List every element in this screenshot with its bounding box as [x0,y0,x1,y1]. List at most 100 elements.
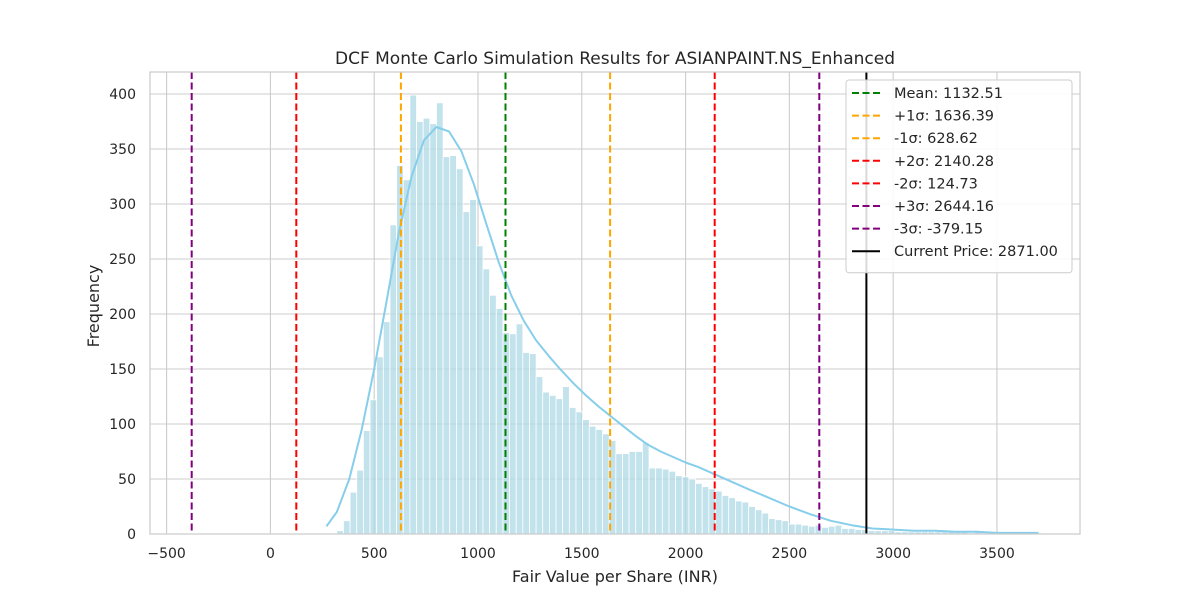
histogram-bar [675,475,683,535]
histogram-bar [834,524,843,535]
histogram-bar [715,490,723,535]
histogram-bar [728,497,736,535]
histogram-bar [529,353,537,535]
histogram-bar [509,333,517,535]
histogram-bar [628,451,637,535]
legend-box [845,79,1073,274]
histogram-bar [449,155,457,535]
x-tick-label: 0 [266,546,275,562]
x-tick-label: 3500 [979,546,1015,562]
histogram-bar [489,294,497,535]
legend-label: Current Price: 2871.00 [894,244,1058,260]
histogram-bar [781,520,789,535]
histogram-bar [515,323,524,535]
legend-label: +1σ: 1636.39 [894,109,994,125]
histogram-bar [655,467,663,535]
histogram-bar [402,179,411,535]
histogram-bar [495,308,504,535]
histogram-bar [475,245,484,535]
x-tick-label: 1000 [460,546,496,562]
y-tick-label: 300 [109,197,136,213]
histogram-bar [761,512,770,535]
legend: Mean: 1132.51 +1σ: 1636.39 -1σ: 628.62 +2σ:… [845,79,1073,274]
histogram-bar [748,506,756,535]
histogram-bar [847,528,856,535]
histogram-bar [821,527,829,535]
histogram-bar [409,94,417,535]
histogram-bar [801,524,809,535]
histogram-bar [436,102,444,535]
histogram-bar [416,121,424,535]
histogram-bar [369,399,378,535]
kde-curve [325,126,1039,534]
histogram-bar [794,523,803,535]
y-tick-label: 100 [109,417,136,433]
reference-lines [190,72,868,534]
tick-labels: −500 0 500 1000 1500 2000 2500 3000 3500 0 50 100 15… [109,87,1015,562]
histogram-bar [535,376,544,535]
histogram-bar [841,528,849,535]
x-tick-label: 3000 [875,546,911,562]
histogram-bar [768,518,776,535]
histogram-bar [456,168,464,535]
legend-label: Mean: 1132.51 [894,86,1003,102]
y-tick-label: 400 [109,87,136,103]
histogram-bar [681,476,690,535]
axes-frame [149,71,1081,535]
y-axis-label: Frequency [84,265,103,348]
histogram-bar [622,453,630,535]
histogram-bar [568,407,577,535]
histogram-bar [668,470,677,535]
legend-label: +2σ: 2140.28 [894,154,994,170]
histogram-bar [595,429,603,535]
x-tick-label: 500 [361,546,388,562]
histogram-bar [356,469,364,535]
y-tick-label: 50 [118,472,136,488]
y-tick-label: 0 [127,527,136,543]
histogram-bar [635,451,643,535]
histogram-bar [442,156,451,535]
x-tick-label: 2500 [772,546,808,562]
histogram-bar [363,430,371,535]
histogram-bar [661,468,670,535]
histogram-bar [828,525,836,535]
histogram-bar [695,482,703,535]
y-tick-label: 250 [109,252,136,268]
histogram-bar [788,523,796,535]
histogram-bar [575,411,584,535]
histogram-bar [648,467,657,535]
legend-label: +3σ: 2644.16 [894,199,994,215]
histogram-bar [522,352,530,535]
histogram-bar [376,356,384,535]
x-tick-label: 1500 [564,546,600,562]
x-axis-label: Fair Value per Share (INR) [512,567,718,586]
histogram-bar [382,321,391,535]
histogram-bar [688,478,696,535]
histogram-bar [469,199,477,535]
grid [150,72,1080,535]
histogram-bar [542,391,550,535]
histogram-bar [854,529,863,535]
histogram-bar [549,394,557,535]
y-tick-label: 200 [109,307,136,323]
histogram-bar [721,495,730,535]
histogram-bar [754,509,763,535]
legend-label: -3σ: -379.15 [894,222,983,238]
histogram-bar [582,419,590,535]
histogram-bar [701,486,710,535]
y-tick-label: 150 [109,362,136,378]
histogram-bar [343,520,351,535]
legend-label: -2σ: 124.73 [894,176,978,192]
histogram-bar [588,425,597,535]
histogram-bar [774,519,783,535]
histogram-bar [642,442,650,535]
x-tick-label: 2000 [668,546,704,562]
x-tick-label: −500 [147,546,185,562]
histogram-bar [482,268,491,535]
histogram-bar [735,500,743,535]
histogram-bar [562,386,570,535]
legend-label: -1σ: 628.62 [894,131,978,147]
histogram-bar [422,117,431,535]
histogram-bar [741,501,750,535]
